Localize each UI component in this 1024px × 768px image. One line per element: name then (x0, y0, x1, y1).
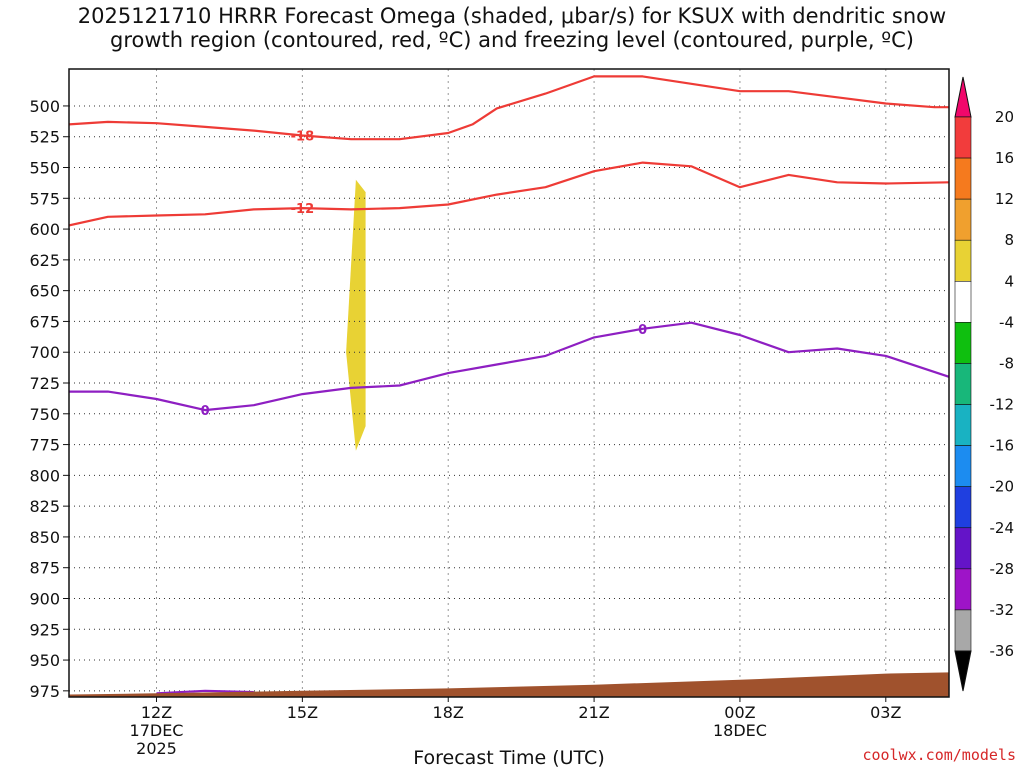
colorbar-segment-7 (954, 363, 972, 405)
colorbar-segment-10 (954, 486, 972, 529)
colorbar-label-7: -12 (990, 396, 1015, 414)
colorbar-label-5: -4 (999, 313, 1014, 331)
y-tick-label-600: 600 (29, 220, 60, 239)
x-tick-label-00Z: 00Z (724, 703, 755, 722)
y-tick-label-625: 625 (29, 251, 60, 270)
x-tick-label-12Z: 12Z (141, 703, 172, 722)
y-axis: 500 525 550 575 600 625 650 675 700 725 750 775 800 8… (29, 97, 69, 701)
ground-fill (69, 672, 949, 697)
colorbar-label-2: 12 (995, 190, 1014, 208)
contour-dgz-minus-12 (69, 161, 949, 227)
shaded-region-yellow-bottom-right (569, 623, 813, 667)
y-tick-label-900: 900 (29, 589, 60, 608)
y-tick-label-675: 675 (29, 312, 60, 331)
x-axis-label: Forecast Time (UTC) (413, 747, 604, 768)
y-tick-label-750: 750 (29, 405, 60, 424)
colorbar-segment-13 (954, 609, 972, 652)
colorbar-segment-8 (954, 404, 972, 446)
colorbar-label-10: -24 (990, 519, 1015, 537)
colorbar: 20 16 12 8 4 -4 -8 -12 -16 -20 -24 -28 -32 -36 (954, 76, 1015, 692)
colorbar-label-12: -32 (990, 601, 1015, 619)
x-tick-label-21Z: 21Z (578, 703, 609, 722)
y-tick-label-550: 550 (29, 159, 60, 178)
colorbar-label-9: -20 (990, 478, 1015, 496)
y-tick-label-650: 650 (29, 282, 60, 301)
omega-shading (107, 69, 915, 667)
y-tick-label-725: 725 (29, 374, 60, 393)
x-tick-label-15Z: 15Z (287, 703, 318, 722)
colorbar-label-6: -8 (999, 354, 1014, 372)
colorbar-top-arrow (954, 76, 972, 118)
y-tick-label-825: 825 (29, 497, 60, 516)
y-tick-label-925: 925 (29, 620, 60, 639)
colorbar-bottom-arrow (954, 650, 972, 692)
x-tick-label-03Z: 03Z (870, 703, 901, 722)
colorbar-label-4: 4 (1004, 272, 1014, 290)
x-tick-date-12Z: 17DEC (130, 721, 184, 740)
ground-terrain (69, 672, 949, 697)
x-tick-year-12Z: 2025 (136, 739, 177, 758)
colorbar-segment-6 (954, 322, 972, 364)
contour-label-dgz-minus-12: -12 (291, 202, 315, 217)
credit-text: coolwx.com/models (862, 746, 1016, 764)
y-tick-label-700: 700 (29, 343, 60, 362)
y-tick-label-525: 525 (29, 128, 60, 147)
x-tick-label-18Z: 18Z (433, 703, 464, 722)
y-tick-label-875: 875 (29, 559, 60, 578)
colorbar-label-8: -16 (990, 437, 1015, 455)
colorbar-segment-1 (954, 116, 972, 159)
colorbar-label-1: 16 (995, 149, 1014, 167)
colorbar-label-3: 8 (1004, 231, 1014, 249)
contour-label-dgz-minus-18: -18 (291, 130, 315, 145)
shaded-region-yellow-main-column (409, 69, 838, 667)
colorbar-label-11: -28 (990, 560, 1015, 578)
colorbar-segment-5 (954, 281, 972, 323)
y-tick-label-500: 500 (29, 97, 60, 116)
y-tick-label-575: 575 (29, 189, 60, 208)
y-tick-label-800: 800 (29, 466, 60, 485)
colorbar-segment-3 (954, 198, 972, 241)
contour-dgz-minus-18 (69, 75, 949, 141)
chart-title-line-2: growth region (contoured, red, ºC) and f… (110, 28, 914, 52)
y-tick-label-850: 850 (29, 528, 60, 547)
colorbar-segment-4 (954, 239, 972, 282)
contour-freezing-level-0 (69, 321, 949, 412)
contour-label-freezing-level-0: 0 (201, 404, 210, 419)
colorbar-label-13: -36 (990, 642, 1015, 660)
colorbar-segment-2 (954, 157, 972, 200)
chart-title-line-1: 2025121710 HRRR Forecast Omega (shaded, … (77, 4, 947, 28)
colorbar-segment-12 (954, 568, 972, 611)
colorbar-segment-9 (954, 445, 972, 487)
x-tick-date-00Z: 18DEC (713, 721, 767, 740)
y-tick-label-775: 775 (29, 436, 60, 455)
colorbar-segment-11 (954, 527, 972, 570)
shaded-region-orange-mid-column (346, 179, 366, 451)
contour-label-freezing-level-0-2: 0 (638, 323, 647, 338)
y-tick-label-950: 950 (29, 651, 60, 670)
chart-title: 2025121710 HRRR Forecast Omega (shaded, … (0, 4, 1024, 52)
contours: -18 -12 0 0 (69, 75, 949, 695)
colorbar-label-0: 20 (995, 108, 1014, 126)
contour-freezing-level-0-surface (156, 689, 254, 695)
y-tick-label-975: 975 (29, 682, 60, 701)
